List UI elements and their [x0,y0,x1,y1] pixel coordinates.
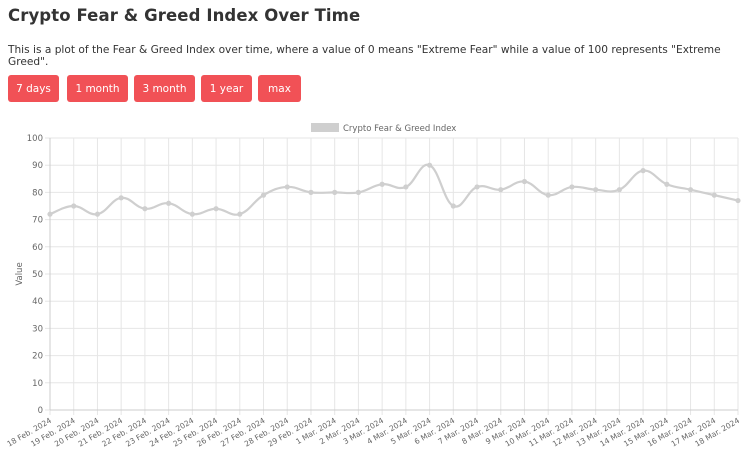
y-tick-label: 10 [32,379,43,389]
data-point[interactable] [142,206,148,212]
data-point[interactable] [640,168,646,174]
range-1-year-button[interactable]: 1 year [201,75,252,102]
y-tick-label: 60 [32,243,43,253]
legend-label: Crypto Fear & Greed Index [343,124,456,134]
data-point[interactable] [426,162,433,168]
page-title: Crypto Fear & Greed Index Over Time [8,6,361,25]
data-point[interactable] [664,181,670,187]
data-point[interactable] [403,184,409,190]
data-point[interactable] [355,189,362,195]
data-point[interactable] [237,211,243,217]
data-point[interactable] [71,203,77,209]
data-point[interactable] [735,197,741,204]
range-3-month-button[interactable]: 3 month [134,75,195,102]
y-tick-label: 50 [32,270,43,280]
page-description: This is a plot of the Fear & Greed Index… [8,44,721,68]
y-tick-label: 100 [27,134,43,144]
data-point[interactable] [569,184,575,190]
y-tick-label: 70 [32,216,43,226]
data-point[interactable] [450,203,456,209]
y-tick-label: 90 [32,161,43,171]
data-point[interactable] [379,181,385,187]
y-tick-label: 40 [32,297,43,307]
data-point[interactable] [593,187,599,193]
data-point[interactable] [687,187,694,193]
y-tick-label: 20 [32,352,43,362]
data-point[interactable] [308,189,314,195]
y-tick-label: 0 [38,406,43,416]
y-tick-label: 30 [32,324,43,334]
data-point[interactable] [498,187,504,193]
data-point[interactable] [213,206,219,212]
range-max-button[interactable]: max [258,75,301,102]
data-point[interactable] [260,192,267,198]
data-point[interactable] [47,211,53,217]
data-point[interactable] [545,192,551,198]
data-point[interactable] [284,184,290,190]
data-point[interactable] [616,187,622,193]
range-7-days-button[interactable]: 7 days [8,75,59,102]
data-point[interactable] [711,192,717,198]
data-point[interactable] [332,189,338,195]
y-tick-label: 80 [32,188,43,198]
data-point[interactable] [189,211,195,217]
data-point[interactable] [474,184,480,190]
legend-swatch [311,123,339,132]
data-point[interactable] [521,178,528,185]
data-point[interactable] [166,200,172,206]
y-axis-title: Value [15,262,25,285]
range-1-month-button[interactable]: 1 month [67,75,128,102]
data-point[interactable] [118,195,124,201]
series-line [49,163,739,216]
data-point[interactable] [94,211,101,217]
